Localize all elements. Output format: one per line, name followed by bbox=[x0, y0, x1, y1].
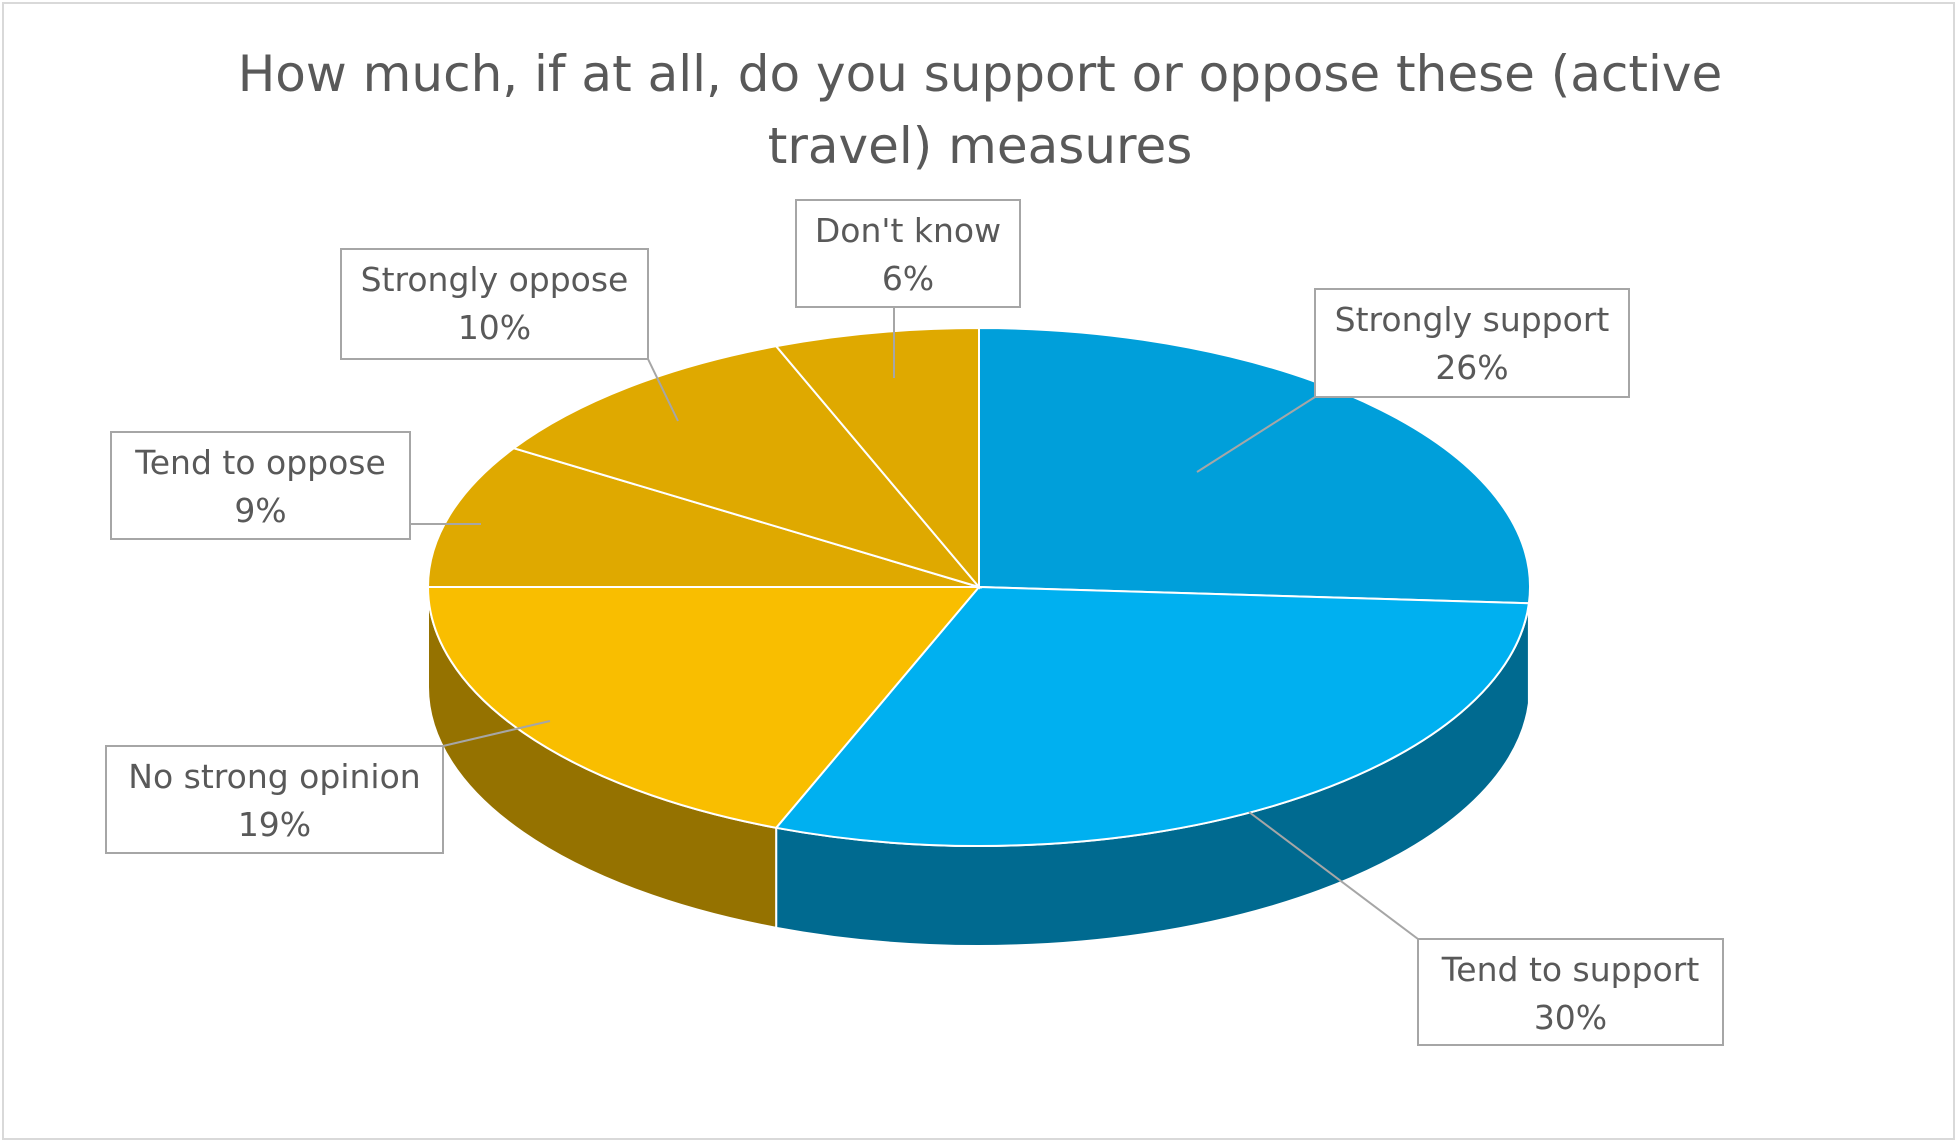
callout-box bbox=[1417, 938, 1724, 1046]
callout-category: No strong opinion bbox=[128, 757, 420, 796]
callout-category: Don't know bbox=[815, 211, 1001, 250]
callout-category: Strongly support bbox=[1335, 300, 1610, 339]
pie-slice bbox=[774, 326, 980, 590]
callout-pointer bbox=[1248, 811, 1419, 940]
data-label: 19% bbox=[238, 805, 311, 844]
callout-pointer bbox=[1196, 396, 1316, 473]
data-callout: Don't know 6% bbox=[795, 199, 1021, 378]
pie-slice bbox=[426, 586, 982, 829]
data-callout: Tend to support 30% bbox=[1248, 811, 1724, 1046]
callout-pointer bbox=[647, 358, 679, 422]
data-callout: Strongly support 26% bbox=[1196, 288, 1630, 473]
data-label: 9% bbox=[234, 491, 286, 530]
callout-box bbox=[105, 745, 444, 854]
pie-slice bbox=[426, 447, 980, 588]
chart-title: How much, if at all, do you support or o… bbox=[237, 45, 1723, 175]
callout-box bbox=[110, 431, 411, 540]
pie-slice bbox=[774, 585, 1531, 847]
callout-pointer bbox=[442, 720, 551, 747]
pie-slice bbox=[978, 326, 1531, 605]
data-label: 10% bbox=[458, 308, 531, 347]
callout-category: Tend to support bbox=[1441, 950, 1700, 989]
data-label: 6% bbox=[882, 259, 934, 298]
data-callout: Tend to oppose 9% bbox=[110, 431, 481, 540]
callout-category: Strongly oppose bbox=[361, 260, 629, 299]
callout-box bbox=[795, 199, 1021, 308]
data-label: 26% bbox=[1435, 348, 1508, 387]
data-callout: Strongly oppose 10% bbox=[340, 248, 679, 422]
pie-slice bbox=[511, 345, 982, 589]
callout-box bbox=[340, 248, 649, 360]
callout-category: Tend to oppose bbox=[134, 443, 386, 482]
data-label: 30% bbox=[1534, 998, 1607, 1037]
data-callout: No strong opinion 19% bbox=[105, 720, 551, 854]
callout-box bbox=[1314, 288, 1630, 398]
